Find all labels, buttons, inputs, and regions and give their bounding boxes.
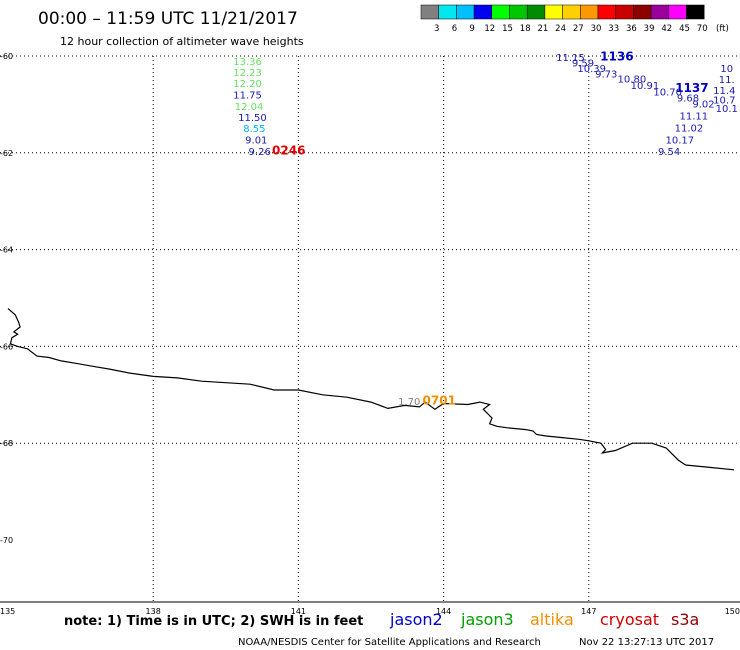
satellite-legend-item: jason3 [460,610,514,629]
longitude-tick-label: 144 [436,607,451,616]
scale-swatch [562,4,581,20]
scale-tick-label: 21 [537,24,548,34]
wave-height-value: 11.11 [680,112,709,123]
scale-tick-label: 18 [520,24,531,34]
scale-swatch [420,4,439,20]
wave-height-value: 8.55 [243,124,265,135]
wave-height-value: 10.91 [631,81,660,92]
longitude-tick-label: 138 [146,607,161,616]
longitude-tick-label: 141 [291,607,306,616]
scale-tick-label: 6 [452,24,457,34]
scale-tick-label: 39 [644,24,655,34]
color-scale: 3 6 9 12 15 18 21 24 27 30 33 36 39 42 45 70 (ft) [420,4,729,34]
units-note: note: 1) Time is in UTC; 2) SWH is in fe… [64,614,363,629]
wave-height-value: 9.54 [658,147,680,158]
wave-height-value: 11. [719,75,735,86]
scale-swatch [456,4,475,20]
scale-tick-label: 24 [555,24,566,34]
latitude-tick-label: -64 [0,246,13,255]
wave-height-value: 10.70 [653,87,682,98]
pass-time-label: 0701 [423,394,456,408]
scale-tick-label: 70 [697,24,708,34]
wave-height-readings: 13.3612.2312.2011.7512.0411.508.559.019.… [233,53,738,408]
latitude-tick-label: -70 [0,536,13,545]
scale-swatch [491,4,510,20]
scale-swatch [615,4,634,20]
scale-tick-label: 3 [434,24,439,34]
pass-time-label: 1136 [600,49,633,63]
scale-tick-label: 30 [591,24,602,34]
scale-swatch [668,4,687,20]
scale-swatch [650,4,670,20]
scale-tick-label: 33 [608,24,619,34]
wave-height-value: 9.59 [572,58,594,69]
credit-text: NOAA/NESDIS Center for Satellite Applica… [238,637,541,648]
wave-height-value: 10.80 [618,75,647,86]
scale-swatch [438,4,457,20]
scale-unit-label: (ft) [716,24,729,34]
satellite-legend: jason2 jason3 altika cryosat s3a [389,610,699,629]
wave-height-value: 9.73 [595,69,617,80]
longitude-tick-label: 150 [725,607,740,616]
scale-swatch [473,4,493,20]
wave-height-value: 11.75 [233,91,262,102]
antarctic-coastline [7,308,735,471]
timestamp-text: Nov 22 13:27:13 UTC 2017 [579,637,714,648]
wave-height-value: 9.01 [245,136,267,147]
longitude-labels: 135 138 141 144 147 150 [0,607,740,616]
scale-swatch [633,4,652,20]
wave-height-value: 10.7 [713,96,735,107]
latitude-labels: -60 -62 -64 -66 -68 -70 [0,52,13,545]
longitude-tick-label: 135 [0,607,15,616]
scale-tick-label: 45 [679,24,690,34]
wave-height-value: 10.17 [665,136,694,147]
latitude-tick-label: -66 [0,342,13,351]
satellite-legend-item: jason2 [389,610,443,629]
scale-swatch [526,4,546,20]
wave-height-value: 9.26 [249,147,271,158]
scale-tick-label: 36 [626,24,637,34]
lat-lon-grid [0,55,740,602]
longitude-tick-label: 147 [581,607,596,616]
map-title: 00:00 – 11:59 UTC 11/21/2017 [38,9,298,29]
scale-tick-label: 9 [469,24,474,34]
wave-height-value: 1.70 [398,397,420,408]
wave-height-value: 9.68 [677,94,699,105]
wave-height-value: 13.36 [233,57,262,68]
scale-swatch [580,4,599,20]
scale-tick-label: 12 [484,24,495,34]
satellite-legend-item: s3a [671,610,699,629]
wave-height-value: 12.20 [233,79,262,90]
wave-height-value: 11.02 [675,124,704,135]
wave-height-value: 12.23 [233,68,262,79]
scale-swatch [686,4,705,20]
map-subtitle: 12 hour collection of altimeter wave hei… [60,35,304,48]
wave-height-value: 11.4 [713,86,735,97]
pass-time-label: 0246 [272,143,305,157]
wave-height-value: 11.15 [556,53,585,64]
wave-height-value: 9.02 [692,99,714,110]
pass-time-label: 1137 [675,81,708,95]
scale-swatch [544,4,563,20]
scale-tick-label: 15 [502,24,513,34]
latitude-tick-label: -62 [0,149,13,158]
latitude-tick-label: -68 [0,439,13,448]
pass-time-labels: 0246 0701 1136 1137 [272,49,709,407]
scale-swatch [597,4,616,20]
wave-height-value: 10 [720,64,733,75]
wave-height-value: 10.1 [716,104,738,115]
wave-height-value: 12.04 [235,102,264,113]
satellite-legend-item: cryosat [600,610,659,629]
scale-swatch [509,4,528,20]
wave-height-value: 10.39 [577,64,606,75]
wave-height-value: 11.50 [238,113,267,124]
satellite-legend-item: altika [530,610,574,629]
scale-tick-label: 42 [661,24,672,34]
latitude-tick-label: -60 [0,52,13,61]
scale-tick-label: 27 [573,24,584,34]
